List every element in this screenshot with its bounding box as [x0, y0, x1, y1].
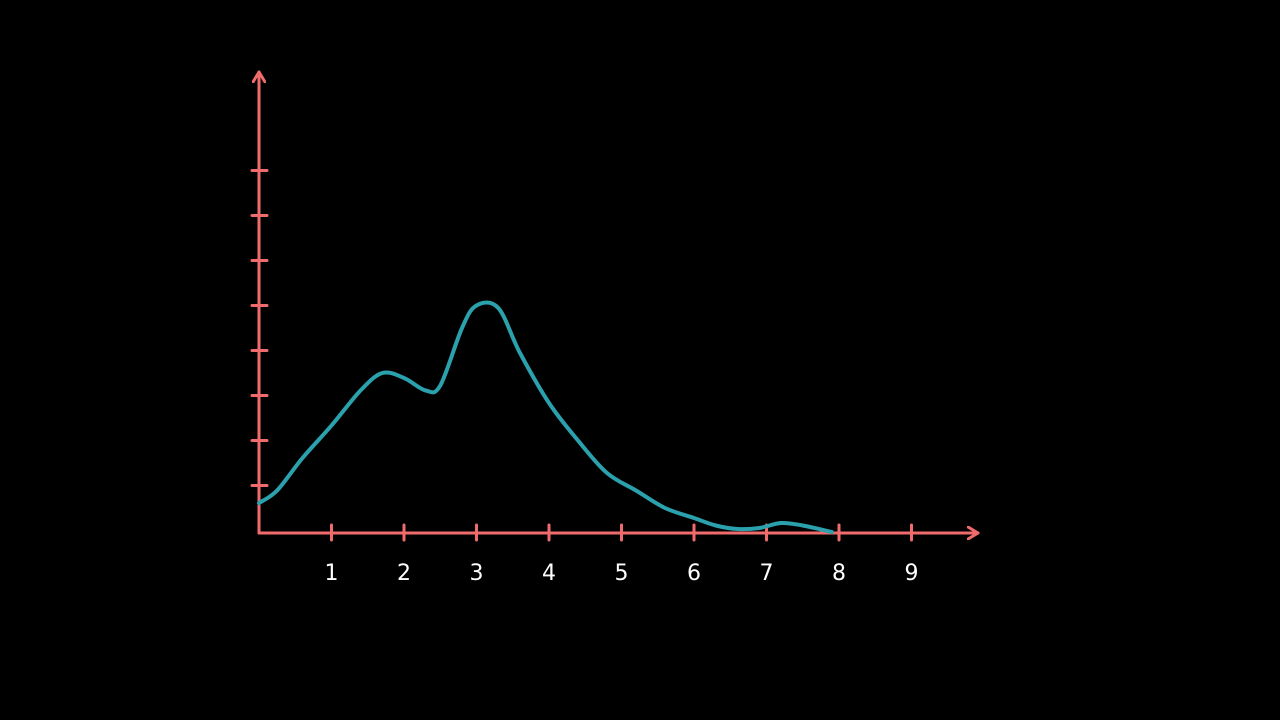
x-tick-label: 1	[325, 561, 339, 586]
x-tick-label: 2	[397, 561, 411, 586]
x-tick-label: 5	[615, 561, 629, 586]
x-tick-label: 7	[760, 561, 774, 586]
x-tick-label: 4	[542, 561, 556, 586]
x-tick-labels: 1 2 3 4 5 6 7 8 9	[325, 561, 919, 586]
x-tick-label: 3	[470, 561, 484, 586]
x-tick-label: 9	[905, 561, 919, 586]
x-tick-label: 8	[832, 561, 846, 586]
x-tick-label: 6	[687, 561, 701, 586]
distribution-curve	[257, 300, 834, 534]
